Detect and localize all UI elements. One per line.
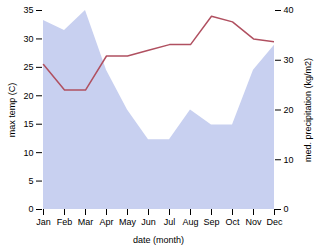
svg-text:Dec: Dec — [266, 217, 283, 227]
svg-text:10: 10 — [23, 148, 33, 158]
svg-text:20: 20 — [284, 105, 294, 115]
svg-text:5: 5 — [28, 176, 33, 186]
svg-text:35: 35 — [23, 5, 33, 15]
svg-text:Jun: Jun — [141, 217, 156, 227]
svg-text:20: 20 — [23, 91, 33, 101]
svg-text:Jul: Jul — [164, 217, 176, 227]
svg-text:0: 0 — [284, 204, 289, 214]
svg-text:15: 15 — [23, 119, 33, 129]
svg-text:0: 0 — [28, 204, 33, 214]
svg-text:med. precipitation (kg/m2): med. precipitation (kg/m2) — [303, 58, 313, 162]
svg-text:Mar: Mar — [78, 217, 94, 227]
svg-text:Aug: Aug — [182, 217, 198, 227]
svg-text:May: May — [119, 217, 137, 227]
svg-text:25: 25 — [23, 62, 33, 72]
svg-text:date (month): date (month) — [133, 235, 184, 245]
svg-text:10: 10 — [284, 155, 294, 165]
svg-text:Nov: Nov — [245, 217, 262, 227]
svg-text:Jan: Jan — [36, 217, 51, 227]
svg-text:Oct: Oct — [225, 217, 240, 227]
svg-text:max temp (C): max temp (C) — [7, 83, 17, 138]
svg-text:30: 30 — [284, 55, 294, 65]
svg-text:40: 40 — [284, 5, 294, 15]
svg-text:Apr: Apr — [99, 217, 113, 227]
svg-text:Feb: Feb — [57, 217, 73, 227]
svg-text:30: 30 — [23, 34, 33, 44]
svg-text:Sep: Sep — [203, 217, 219, 227]
